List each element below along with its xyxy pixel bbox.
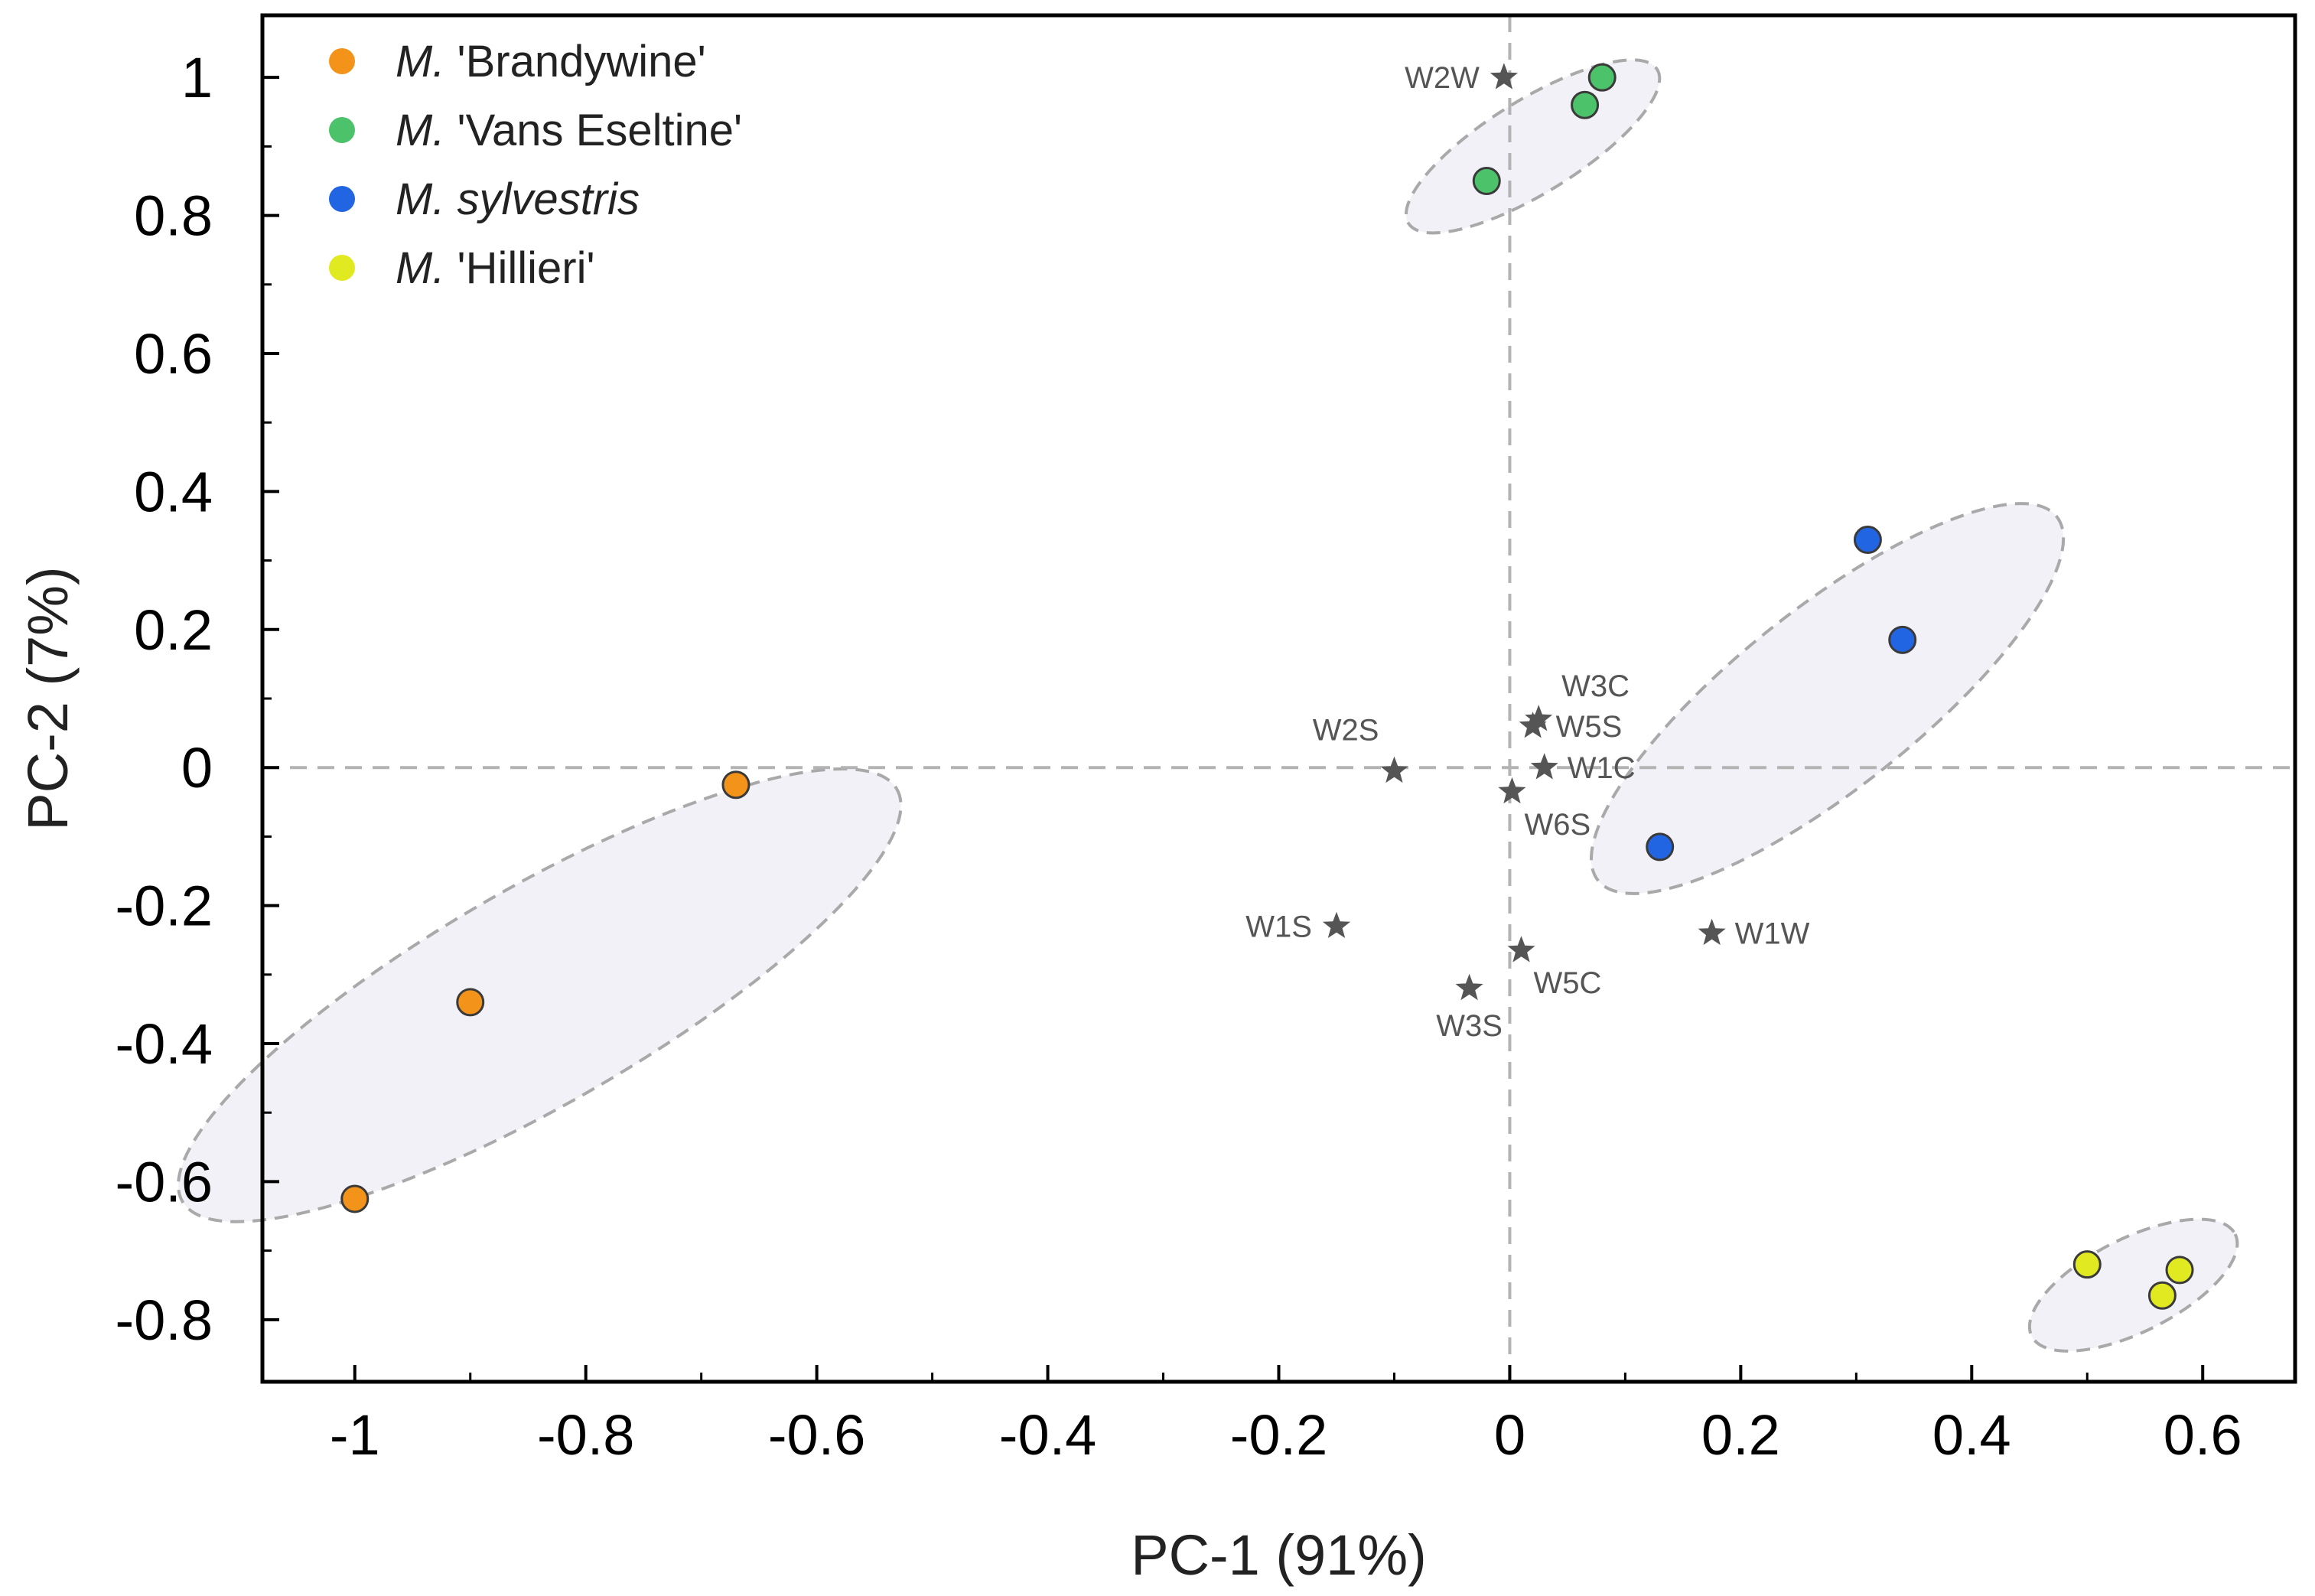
sample-point (1587, 63, 1617, 92)
x-tick-label: 0.4 (1932, 1403, 2011, 1467)
x-tick-label: 0.6 (2164, 1403, 2242, 1467)
variable-label: W1W (1735, 917, 1810, 951)
legend-marker (329, 255, 355, 281)
x-tick-label: -0.6 (768, 1403, 866, 1467)
legend-label: M. 'Vans Eseltine' (396, 106, 742, 155)
legend-label: M. sylvestris (396, 174, 640, 224)
variable-star-marker (1519, 712, 1547, 738)
legend-label: M. 'Hillieri' (396, 243, 595, 293)
variable-star-marker (1698, 918, 1726, 946)
sample-point (1888, 625, 1917, 654)
x-tick-label: -1 (330, 1403, 380, 1467)
x-tick-label: -0.2 (1230, 1403, 1328, 1467)
legend-label: M. 'Brandywine' (396, 37, 706, 86)
sample-point (1472, 166, 1501, 195)
variable-star-marker (1530, 753, 1558, 780)
variable-star-marker (1525, 705, 1553, 731)
sample-point (1646, 832, 1675, 862)
variable-label: W2S (1313, 714, 1379, 748)
y-tick-label: 0.2 (134, 598, 213, 662)
variable-label: W2W (1405, 61, 1480, 95)
sample-point (2165, 1256, 2194, 1285)
y-tick-label: -0.2 (115, 875, 213, 938)
group-ellipse (1590, 502, 2066, 895)
variable-label: W6S (1524, 808, 1591, 842)
y-tick-label: -0.8 (115, 1288, 213, 1352)
sample-points (340, 63, 2194, 1310)
y-tick-label: 0.6 (134, 322, 213, 386)
variable-label: W1C (1568, 751, 1636, 785)
variable-label: W1S (1245, 910, 1312, 944)
x-axis-title: PC-1 (91%) (1131, 1523, 1427, 1587)
y-axis-title: PC-2 (7%) (16, 566, 80, 830)
legend: M. 'Brandywine' M. 'Vans Eseltine' M. sylv… (329, 37, 742, 293)
legend-marker (329, 117, 355, 143)
axis-ticks: -1 -0.8 -0.6 -0.4 -0.2 0 0.2 0.4 0.6 -0.8 -0.6 -0.4… (115, 46, 2242, 1467)
variable-star-marker (1322, 911, 1351, 938)
sample-point (1571, 90, 1600, 119)
sample-point (456, 988, 485, 1017)
y-tick-label: 0 (181, 736, 213, 800)
y-tick-label: -0.6 (115, 1150, 213, 1213)
variable-label: W3S (1436, 1009, 1503, 1043)
variable-markers: W2W W3C W5S W2S W1C W6S W1S W5C W3S W1W (1245, 61, 1809, 1043)
y-tick-label: 0.4 (134, 460, 213, 523)
sample-point (340, 1184, 370, 1213)
y-tick-label: -0.4 (115, 1012, 213, 1076)
variable-star-marker (1455, 973, 1483, 1001)
variable-label: W5S (1556, 710, 1623, 744)
legend-marker (329, 186, 355, 212)
y-tick-label: 1 (181, 46, 213, 109)
x-tick-label: -0.4 (999, 1403, 1097, 1467)
variable-star-marker (1380, 756, 1408, 783)
sample-point (721, 770, 751, 800)
group-ellipses (177, 58, 2239, 1353)
zero-lines (262, 15, 2295, 1382)
x-tick-label: 0 (1494, 1403, 1525, 1467)
x-tick-label: 0.2 (1701, 1403, 1780, 1467)
group-ellipse (2027, 1217, 2239, 1353)
sample-point (1853, 526, 1882, 555)
variable-star-marker (1498, 777, 1526, 804)
group-ellipse (177, 767, 903, 1223)
sample-point (2072, 1250, 2102, 1279)
variable-star-marker (1507, 936, 1535, 962)
variable-star-marker (1490, 63, 1518, 90)
y-tick-label: 0.8 (134, 184, 213, 248)
legend-marker (329, 48, 355, 74)
sample-point (2147, 1281, 2177, 1310)
variable-label: W3C (1561, 669, 1630, 703)
x-tick-label: -0.8 (537, 1403, 635, 1467)
variable-label: W5C (1534, 966, 1602, 1000)
